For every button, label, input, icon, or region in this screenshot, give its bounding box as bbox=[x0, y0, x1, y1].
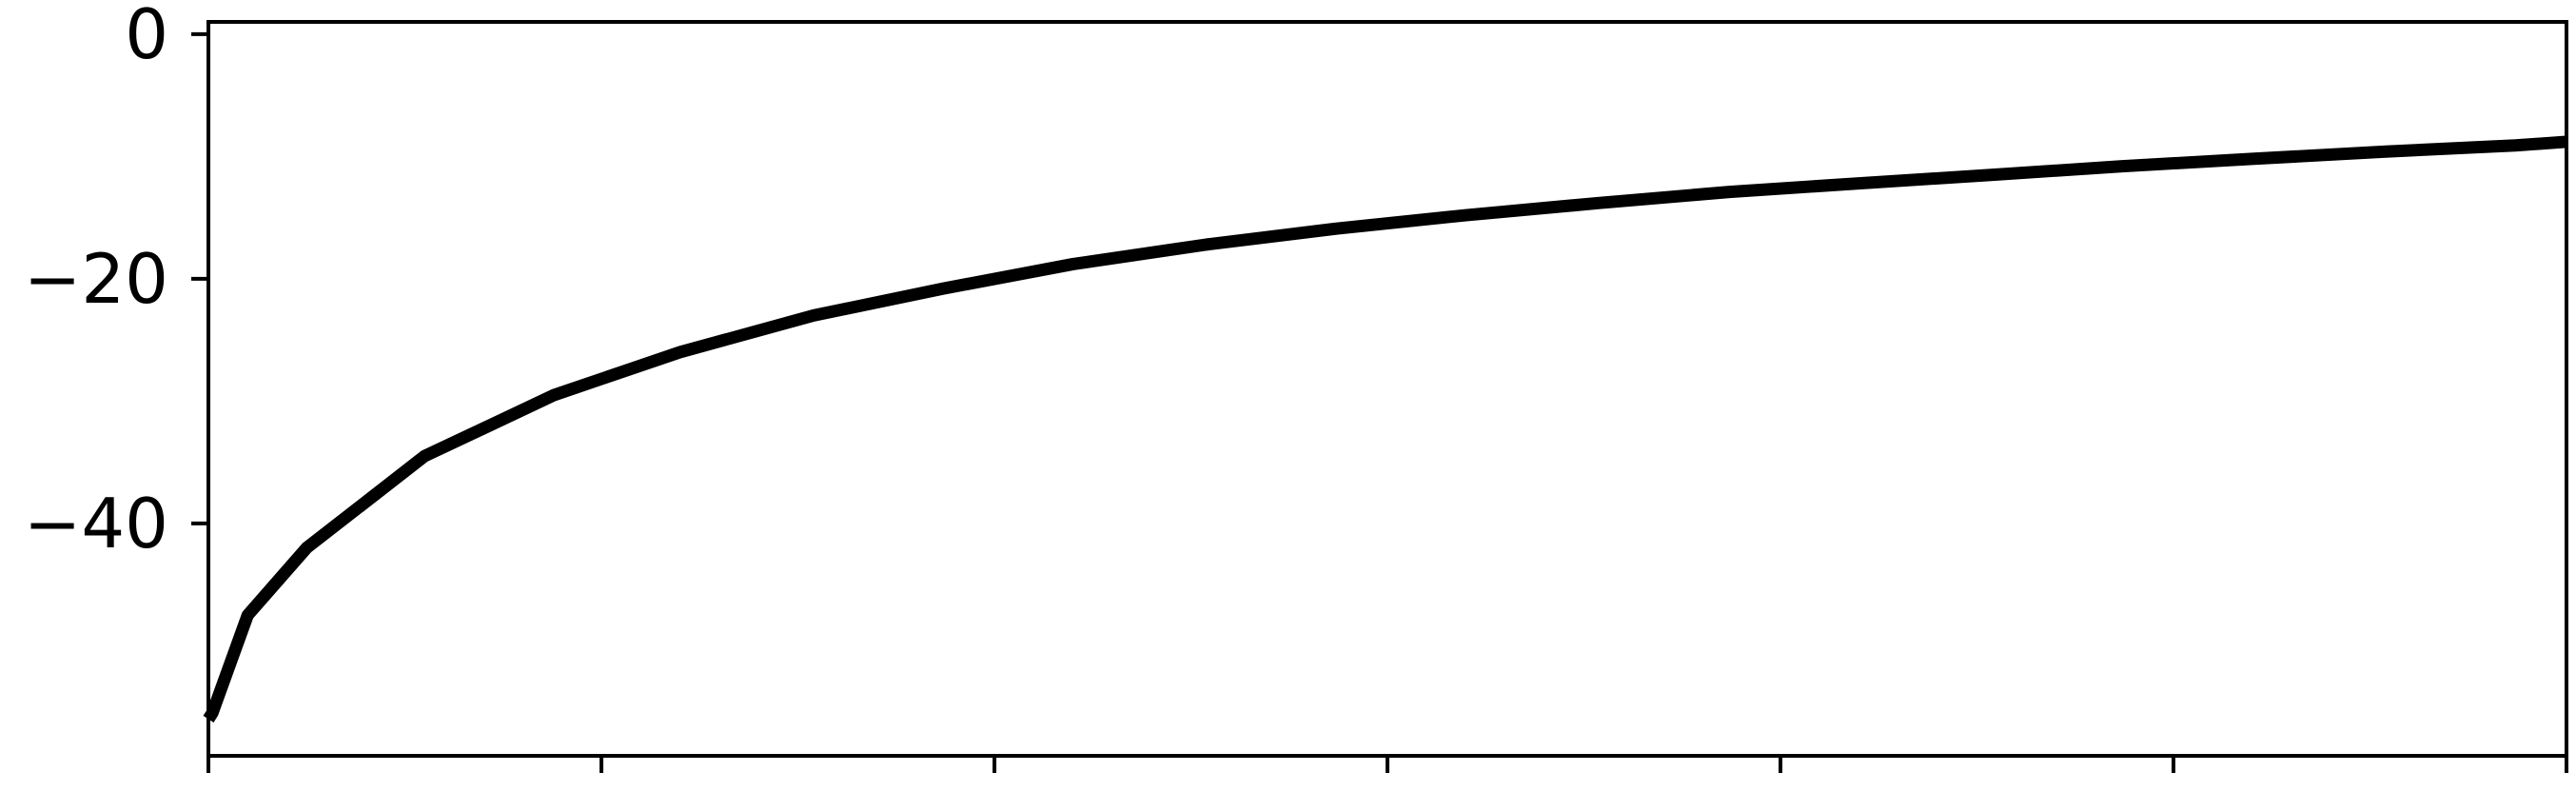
y-axis-ticks: 0 −20 −40 bbox=[24, 0, 208, 564]
y-tick-label: −40 bbox=[24, 484, 168, 564]
series-line-0 bbox=[203, 135, 2567, 723]
plot-line-layer bbox=[203, 135, 2567, 723]
x-axis-ticks bbox=[206, 756, 2568, 773]
y-tick-label: 0 bbox=[125, 0, 168, 74]
y-tick-label: −20 bbox=[24, 239, 168, 319]
